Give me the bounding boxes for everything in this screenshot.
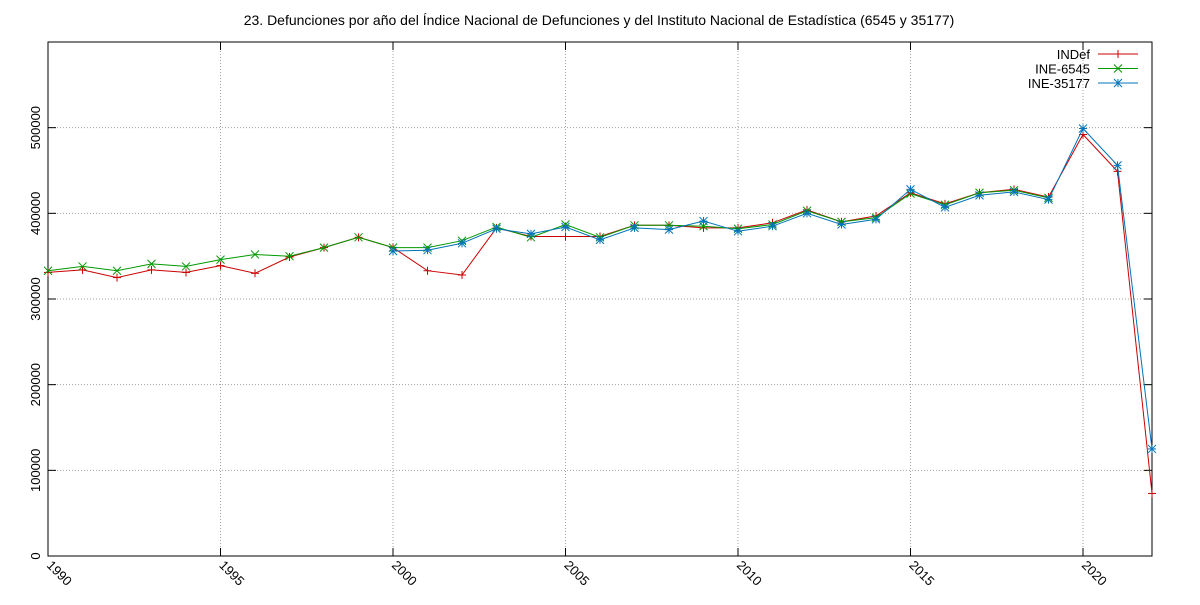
y-tick-label: 500000 [28, 106, 43, 149]
x-tick-label: 1995 [216, 558, 247, 589]
y-tick-label: 0 [28, 552, 43, 559]
series-line [47, 133, 1153, 494]
data-point [940, 202, 950, 212]
data-point [113, 273, 121, 282]
legend-label: INDef [1057, 47, 1091, 62]
data-point [630, 223, 639, 233]
data-point [561, 222, 570, 232]
y-tick-label: 300000 [28, 277, 43, 320]
data-point [216, 255, 225, 264]
data-point [595, 235, 605, 245]
grid-lines [48, 42, 1152, 556]
data-point [181, 262, 191, 271]
legend-label: INE-35177 [1028, 76, 1090, 91]
x-tick-label: 2000 [389, 558, 420, 589]
data-point [147, 265, 156, 274]
chart-title: 23. Defunciones por año del Índice Nacio… [244, 12, 955, 28]
y-tick-label: 100000 [28, 449, 43, 492]
data-point [1148, 489, 1156, 498]
series-ine-35177 [388, 124, 1157, 454]
y-tick-label: 400000 [28, 192, 43, 235]
data-point [423, 245, 432, 255]
data-point [43, 266, 53, 276]
series-layer [43, 124, 1157, 498]
data-point [561, 232, 570, 241]
data-point [768, 221, 777, 231]
legend-label: INE-6545 [1035, 62, 1090, 77]
data-point [285, 251, 294, 261]
data-point [1078, 124, 1088, 133]
data-point [423, 266, 432, 275]
y-axis: 0 100000 200000 300000 400000 500000 [28, 106, 1152, 560]
data-point [78, 262, 87, 271]
data-point [319, 243, 329, 252]
data-point [458, 271, 466, 280]
data-point [526, 229, 536, 239]
data-point [664, 220, 674, 230]
data-point [457, 238, 467, 248]
data-point [664, 225, 674, 234]
data-point [837, 220, 846, 229]
data-point [388, 246, 398, 256]
series-indef [44, 130, 1156, 498]
data-point [802, 208, 812, 218]
data-point [733, 226, 743, 236]
series-line [392, 127, 1153, 449]
data-point [871, 214, 881, 224]
x-tick-label: 2010 [734, 558, 765, 589]
data-point [251, 269, 259, 278]
x-axis: 1990 1995 2000 2005 2010 2015 2020 [44, 42, 1110, 589]
data-point [699, 223, 708, 232]
data-point [44, 268, 52, 277]
data-point [285, 253, 294, 262]
y-tick-label: 200000 [28, 363, 43, 406]
data-point [492, 224, 501, 234]
data-point [250, 250, 260, 259]
legend-marker [1113, 64, 1123, 73]
data-point [906, 184, 915, 194]
x-tick-label: 1990 [44, 558, 75, 589]
legend-marker [1114, 50, 1122, 58]
x-tick-label: 2020 [1079, 558, 1110, 589]
data-point [147, 259, 156, 269]
data-point [699, 216, 708, 226]
data-point [112, 266, 122, 276]
data-point [354, 232, 363, 242]
data-point [975, 190, 984, 200]
data-point [216, 261, 225, 270]
legend-marker [1113, 78, 1123, 88]
data-point [1147, 444, 1157, 454]
x-tick-label: 2015 [906, 558, 937, 589]
data-point [182, 268, 190, 277]
data-point [1113, 161, 1122, 170]
x-tick-label: 2005 [561, 558, 592, 589]
data-point [1044, 195, 1053, 204]
data-point [78, 265, 87, 274]
data-point [1009, 187, 1019, 197]
